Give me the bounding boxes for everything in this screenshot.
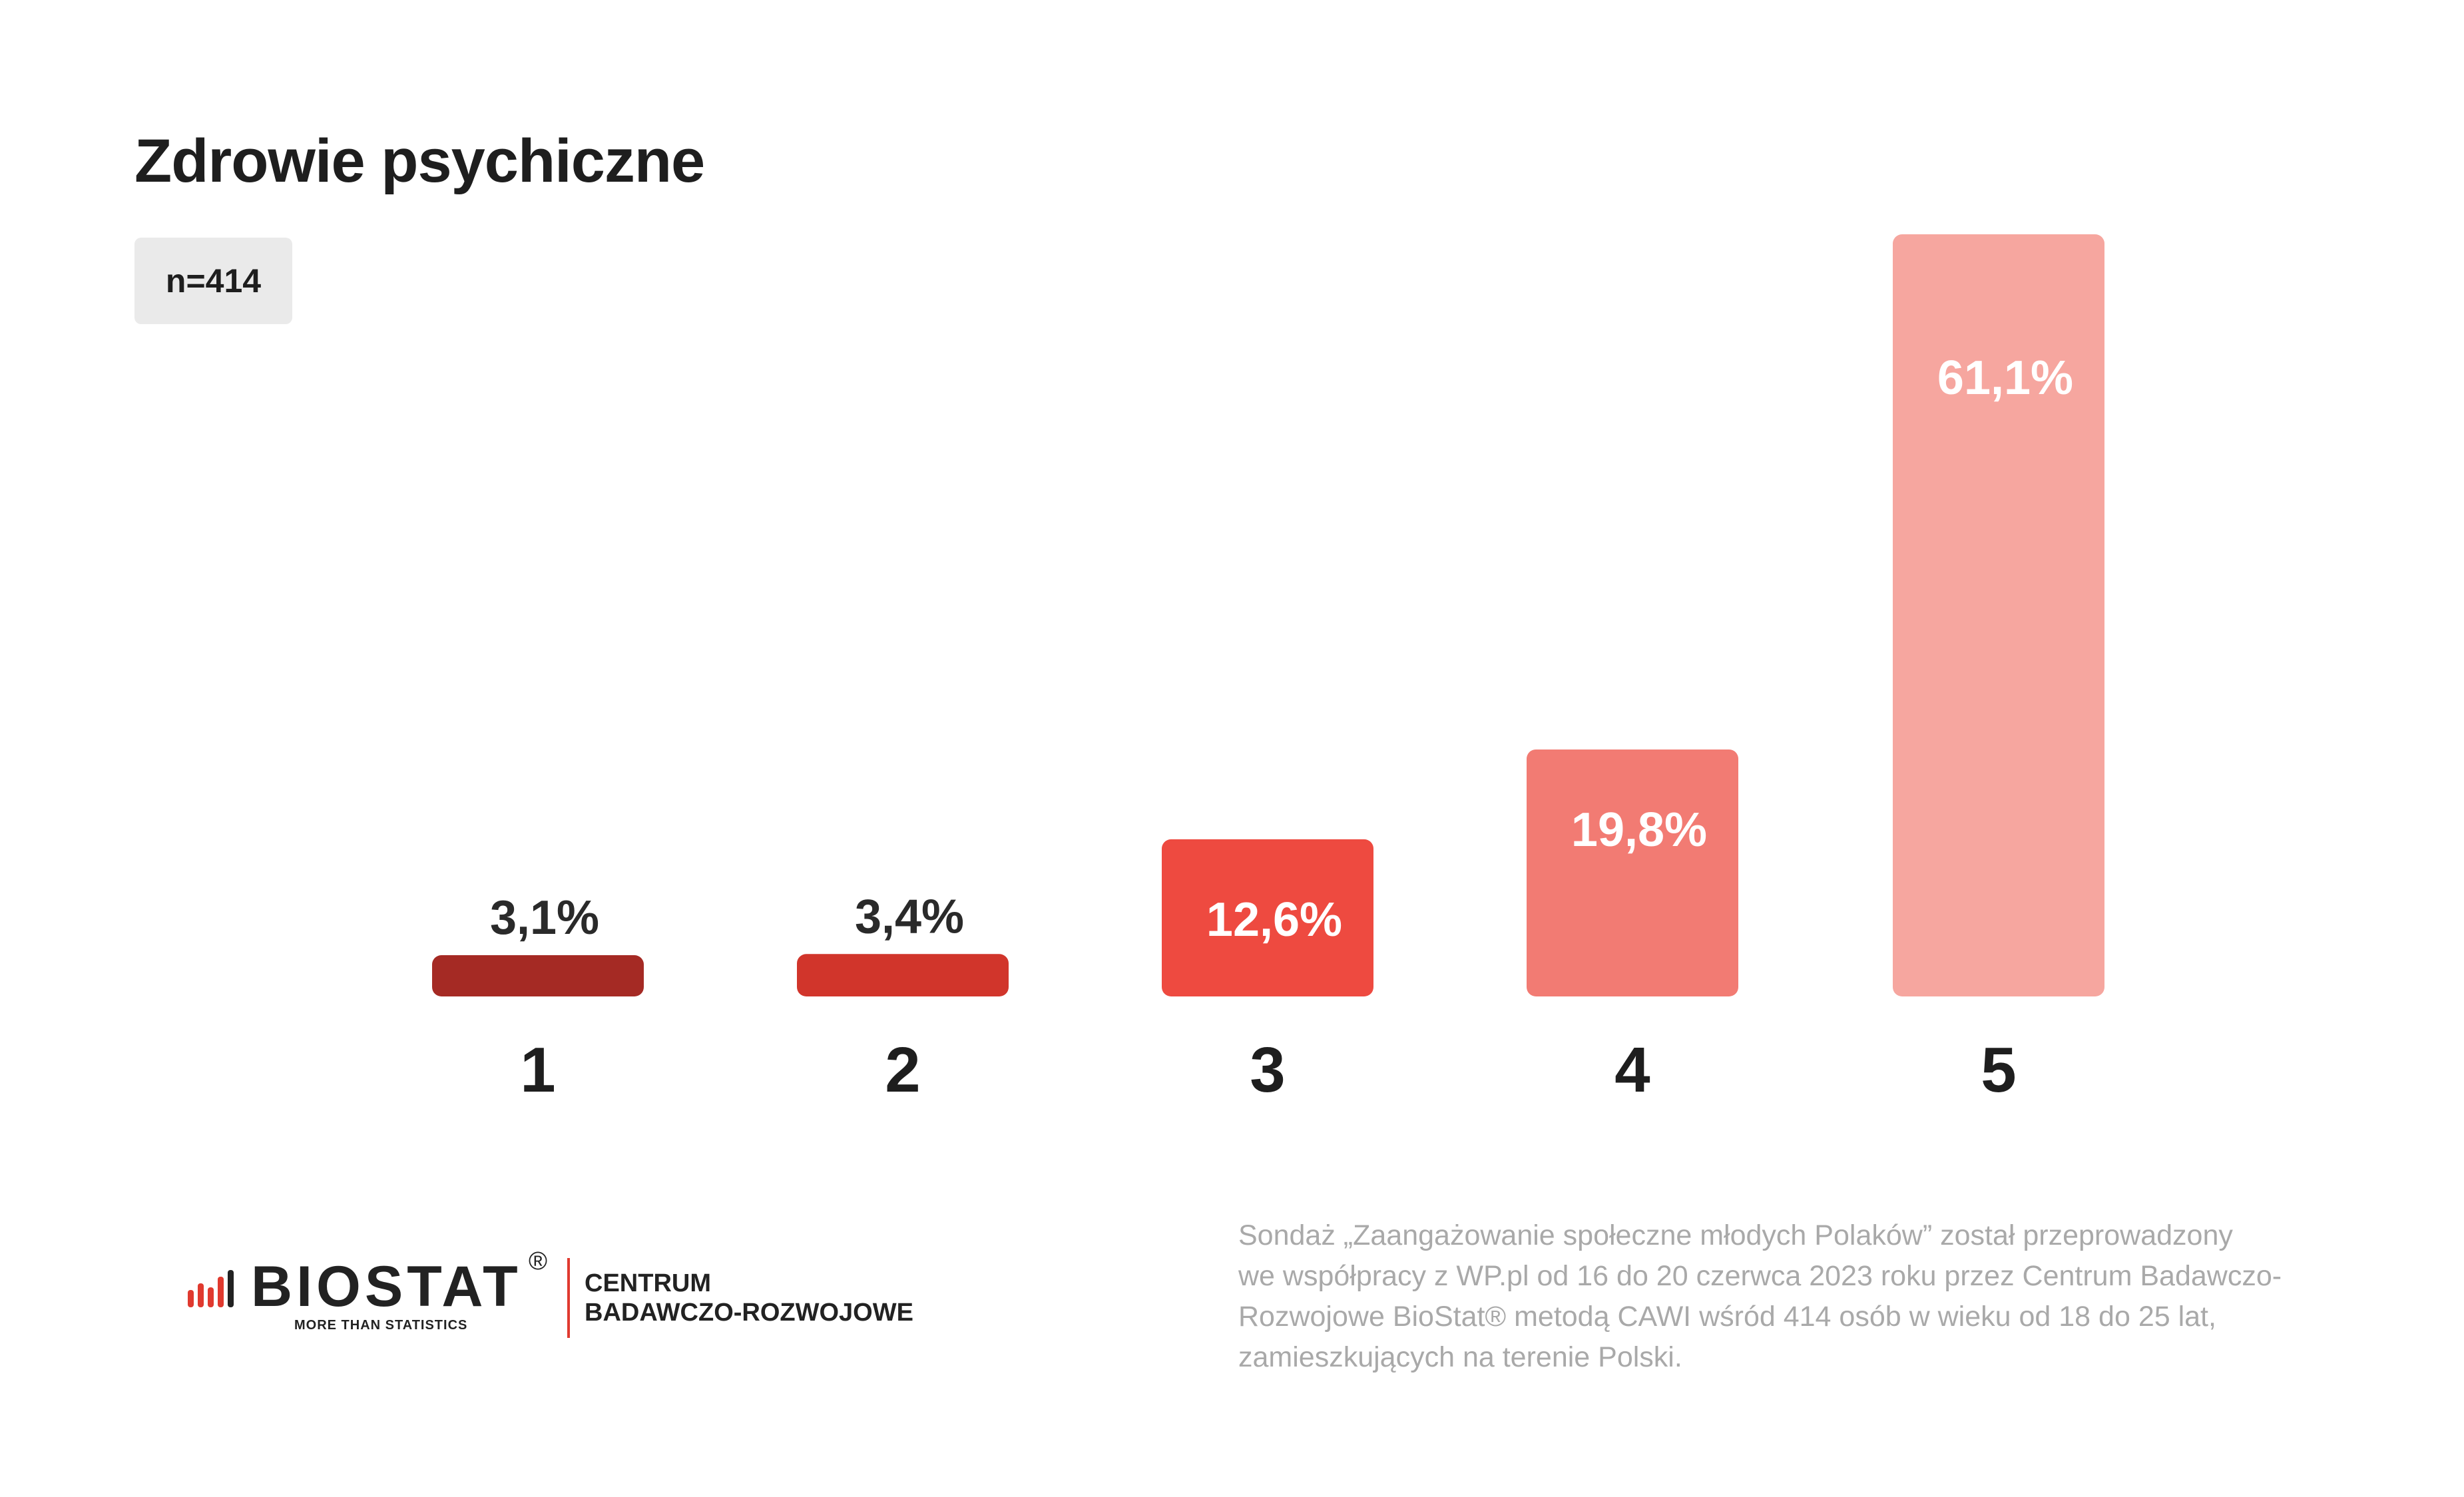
survey-footnote: Sondaż „Zaangażowanie społeczne młodych … [1238,1215,2317,1378]
biostat-logo: BIOSTAT ® MORE THAN STATISTICS CENTRUM B… [188,1247,927,1351]
bar-5 [1893,234,2104,996]
logo-centrum-line2: BADAWCZO-ROZWOJOWE [585,1299,913,1327]
logo-divider [567,1258,570,1338]
footnote-line-2: we współpracy z WP.pl od 16 do 20 czerwc… [1238,1260,2282,1292]
value-label-5: 61,1% [1937,351,2073,405]
logo-wordmark: BIOSTAT [251,1255,522,1319]
logo-centrum-line1: CENTRUM [585,1269,711,1297]
value-label-1: 3,1% [490,891,599,945]
logo-registered-mark: ® [529,1247,547,1275]
footnote-line-1: Sondaż „Zaangażowanie społeczne młodych … [1238,1219,2233,1251]
bar-1 [432,955,644,996]
footnote-line-4: zamieszkujących na terenie Polski. [1238,1341,1682,1373]
logo-tagline: MORE THAN STATISTICS [294,1318,468,1333]
value-label-2: 3,4% [855,890,964,943]
category-label-4: 4 [1614,1034,1650,1106]
category-label-5: 5 [1981,1034,2016,1106]
bar-3 [1162,839,1373,996]
value-label-4: 19,8% [1571,803,1707,857]
chart-title: Zdrowie psychiczne [134,127,705,195]
logo-bars-icon [188,1270,234,1307]
value-label-3: 12,6% [1206,893,1342,947]
bar-2 [797,954,1009,996]
bar-chart: 3,1% 1 3,4% 2 12,6% 3 19,8% 4 61,1% 5 [432,234,2104,1106]
bar-4 [1527,749,1738,996]
footnote-line-3: Rozwojowe BioStat® metodą CAWI wśród 414… [1238,1301,2216,1333]
category-label-2: 2 [885,1034,920,1106]
sample-size-badge: n=414 [134,238,292,324]
category-label-1: 1 [520,1034,555,1106]
logo-centrum-text: CENTRUM BADAWCZO-ROZWOJOWE [585,1269,913,1327]
category-label-3: 3 [1250,1034,1285,1106]
